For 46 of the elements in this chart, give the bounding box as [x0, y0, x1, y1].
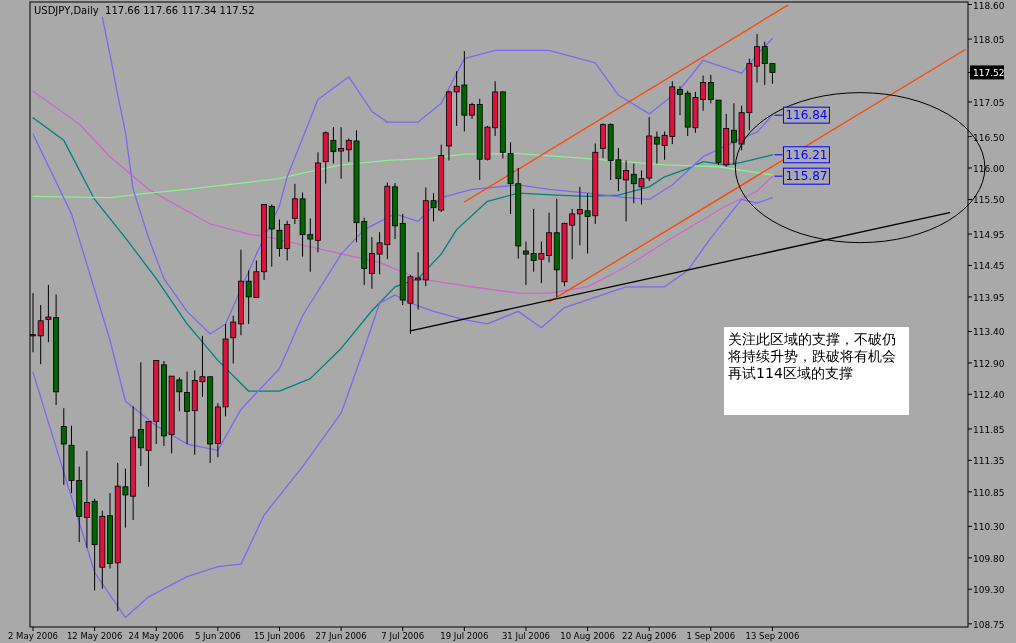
x-tick-label: 7 Jul 2006 [381, 631, 425, 641]
candlestick [677, 85, 683, 116]
x-tick-label: 24 May 2006 [128, 631, 184, 641]
candlestick [60, 407, 67, 486]
y-tick-label: 115.50 [973, 195, 1005, 206]
x-tick-label: 5 Jun 2006 [194, 631, 241, 641]
note-box: 关注此区域的支撑，不破仍将持续升势，跌破将有机会再试114区域的支撑 [724, 327, 910, 415]
y-tick-label: 116.00 [973, 164, 1005, 174]
x-tick-label: 19 Jul 2006 [440, 631, 489, 641]
y-tick-label: 109.80 [973, 553, 1005, 564]
x-tick-label: 12 May 2006 [66, 631, 123, 641]
candlestick [230, 315, 237, 365]
y-tick-label: 111.85 [973, 424, 1005, 435]
y-tick-label: 110.30 [973, 522, 1005, 533]
annotation: 116.21 [785, 147, 828, 162]
y-tick-label: 109.30 [973, 585, 1005, 596]
y-tick-label: 118.60 [973, 0, 1005, 11]
line-series [32, 152, 774, 199]
x-tick-label: 1 Sep 2006 [686, 631, 736, 641]
y-tick-label: 113.95 [973, 292, 1005, 303]
x-tick-label: 27 Jun 2006 [315, 631, 367, 641]
y-tick-label: 112.90 [973, 358, 1005, 369]
x-tick-label: 10 Aug 2006 [560, 631, 615, 641]
y-tick-label: 108.75 [973, 619, 1005, 630]
x-tick-label: 22 Aug 2006 [621, 631, 677, 641]
chart-title: USDJPY,Daily 117.66 117.66 117.34 117.52 [34, 5, 255, 16]
y-tick-label: 111.35 [973, 456, 1005, 467]
y-tick-label: 117.52 [973, 68, 1005, 79]
x-tick-label: 2 May 2006 [7, 631, 59, 641]
y-tick-label: 116.50 [973, 132, 1005, 143]
candlestick [184, 371, 190, 445]
candlestick [37, 304, 44, 365]
y-tick-label: 118.05 [973, 35, 1005, 46]
y-tick-label: 110.85 [973, 487, 1005, 498]
x-tick-label: 15 Jun 2006 [253, 631, 306, 641]
y-tick-label: 112.40 [973, 390, 1005, 401]
line-series [32, 90, 774, 294]
annotation: 115.87 [785, 169, 828, 184]
y-tick-label: 114.95 [973, 230, 1005, 241]
x-tick-label: 13 Sep 2006 [745, 631, 800, 641]
annotation: 116.84 [785, 108, 828, 123]
x-tick-label: 31 Jul 2006 [501, 631, 551, 641]
y-tick-label: 117.05 [973, 97, 1005, 108]
candlestick [268, 203, 275, 268]
y-tick-label: 113.40 [973, 327, 1005, 338]
y-tick-label: 114.45 [973, 261, 1005, 272]
